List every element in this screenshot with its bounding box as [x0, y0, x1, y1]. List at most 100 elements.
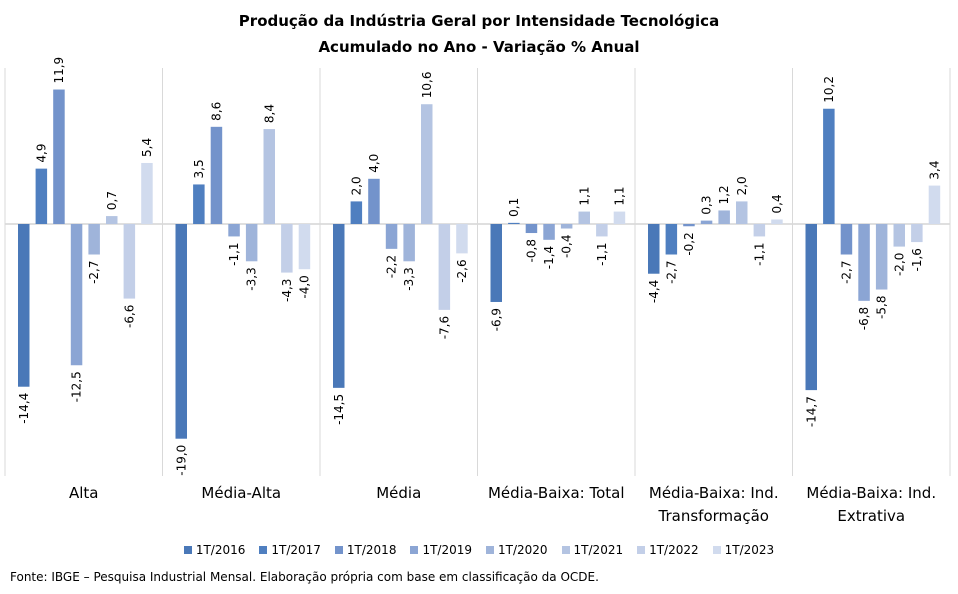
bar-1T-2016: [175, 224, 187, 439]
bar-1T-2022: [753, 224, 766, 237]
data-label: -4,4: [647, 280, 661, 303]
data-label: -3,3: [245, 267, 259, 290]
category-label: Alta: [69, 484, 99, 502]
legend-item: 1T/2018: [334, 543, 396, 557]
data-label: -2,6: [455, 259, 469, 282]
data-label: -5,8: [875, 296, 889, 319]
data-label: -0,4: [560, 235, 574, 258]
data-label: -14,7: [804, 396, 818, 427]
legend-item: 1T/2021: [561, 543, 623, 557]
data-label: -19,0: [174, 445, 188, 476]
data-label: 10,2: [822, 76, 836, 103]
bar-1T-2020: [875, 224, 888, 290]
data-label: 8,4: [262, 104, 276, 123]
data-label: 4,9: [34, 144, 48, 163]
data-label: -4,0: [297, 275, 311, 298]
data-label: 1,1: [612, 186, 626, 205]
bar-1T-2017: [193, 184, 205, 224]
bar-1T-2018: [210, 126, 223, 224]
data-label: -1,6: [910, 248, 924, 271]
bar-1T-2016: [805, 224, 817, 391]
bar-1T-2020: [718, 210, 730, 224]
data-label: -1,1: [227, 242, 241, 265]
bar-1T-2018: [368, 178, 380, 224]
legend-label: 1T/2016: [195, 543, 246, 557]
data-label: 8,6: [209, 102, 223, 121]
data-label: -1,1: [752, 242, 766, 265]
legend-label: 1T/2023: [724, 543, 775, 557]
data-label: -1,1: [595, 242, 609, 265]
data-label: 0,4: [770, 194, 784, 213]
bar-1T-2023: [928, 185, 941, 224]
bar-1T-2022: [911, 224, 923, 243]
bar-1T-2022: [281, 224, 293, 273]
data-label: -6,6: [122, 305, 136, 328]
data-label: 0,3: [700, 196, 714, 215]
data-label: 11,9: [52, 57, 66, 84]
data-label: -6,8: [857, 307, 871, 330]
legend-item: 1T/2020: [486, 543, 548, 557]
bar-1T-2017: [350, 201, 363, 224]
bar-1T-2019: [700, 220, 713, 224]
data-label: 3,4: [927, 160, 941, 179]
legend-swatch: [334, 546, 343, 554]
legend-label: 1T/2022: [649, 543, 699, 557]
bar-1T-2016: [333, 224, 345, 388]
data-label: -1,4: [542, 246, 556, 269]
data-label: 3,5: [192, 159, 206, 178]
bar-1T-2021: [578, 211, 590, 224]
legend-swatch: [410, 546, 419, 554]
data-label: -2,7: [664, 261, 678, 284]
data-label: -0,8: [524, 239, 538, 262]
bar-1T-2017: [35, 168, 48, 224]
legend-label: 1T/2020: [498, 543, 548, 557]
bar-1T-2022: [123, 224, 136, 299]
category-label: Média-Baixa: Ind.: [806, 484, 936, 502]
bar-1T-2020: [403, 224, 415, 262]
legend-label: 1T/2019: [422, 543, 472, 557]
category-label: Média-Baixa: Total: [488, 484, 625, 502]
legend-swatch: [486, 546, 494, 554]
legend-swatch: [259, 546, 268, 554]
bar-1T-2019: [70, 224, 83, 366]
legend-item: 1T/2016: [183, 543, 246, 557]
bar-1T-2022: [596, 224, 608, 237]
data-label: -3,3: [402, 267, 416, 290]
legend-label: 1T/2017: [271, 543, 321, 557]
bar-1T-2023: [141, 162, 153, 224]
bar-1T-2022: [438, 224, 451, 310]
data-label: -2,7: [87, 261, 101, 284]
data-label: -14,4: [17, 393, 31, 424]
bar-1T-2019: [228, 224, 240, 237]
bar-1T-2021: [736, 201, 748, 224]
bar-1T-2021: [421, 104, 433, 224]
bar-1T-2017: [823, 108, 835, 224]
data-label: 2,0: [735, 176, 749, 195]
data-label: 4,0: [367, 154, 381, 173]
bar-1T-2023: [456, 224, 468, 254]
chart-subtitle: Acumulado no Ano - Variação % Anual: [318, 38, 640, 56]
data-label: -6,9: [489, 308, 503, 331]
data-label: 2,0: [349, 176, 363, 195]
bar-1T-2016: [490, 224, 502, 302]
data-label: 0,7: [105, 191, 119, 210]
category-label: Transformação: [658, 507, 769, 525]
data-label: -7,6: [437, 316, 451, 339]
data-label: -4,3: [280, 279, 294, 302]
bar-1T-2017: [665, 224, 678, 255]
chart-title: Produção da Indústria Geral por Intensid…: [238, 12, 720, 30]
data-label: -2,0: [892, 253, 906, 276]
bar-1T-2020: [88, 224, 100, 255]
legend-item: 1T/2023: [712, 543, 775, 557]
legend-item: 1T/2019: [410, 543, 472, 557]
data-label: -2,7: [839, 261, 853, 284]
legend-item: 1T/2017: [259, 543, 321, 557]
bar-1T-2018: [683, 224, 695, 227]
legend-swatch: [637, 546, 646, 554]
bar-1T-2021: [263, 129, 275, 224]
legend-swatch: [183, 546, 192, 554]
legend-swatch: [561, 546, 570, 554]
data-label: 1,1: [577, 186, 591, 205]
bar-1T-2023: [771, 219, 783, 224]
bar-1T-2018: [525, 224, 538, 234]
